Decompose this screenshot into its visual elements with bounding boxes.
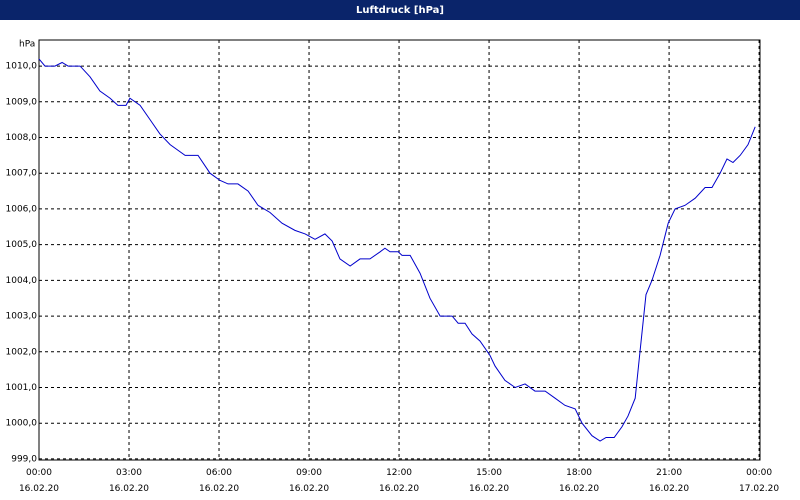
x-tick-label: 12:00 16.02.20 [379, 468, 420, 494]
y-tick-label: 1003,0 [6, 312, 38, 322]
x-tick-label: 21:00 16.02.20 [649, 468, 690, 494]
y-axis-unit: hPa [19, 40, 35, 50]
chart-title: Luftdruck [hPa] [356, 5, 444, 16]
title-bar [0, 0, 800, 20]
y-tick-label: 1006,0 [6, 204, 38, 214]
y-tick-label: 1001,0 [6, 383, 38, 393]
line [38, 58, 756, 442]
x-tick-label: 00:00 17.02.20 [739, 468, 780, 494]
x-tick-label: 00:00 16.02.20 [18, 468, 60, 494]
y-tick-label: 1007,0 [6, 169, 38, 179]
x-tick-label: 15:00 16.02.20 [469, 468, 510, 494]
y-tick-label: 999,0 [11, 454, 37, 464]
x-tick-label: 18:00 16.02.20 [559, 468, 600, 494]
y-tick-label: 1004,0 [6, 276, 38, 286]
y-tick-label: 1002,0 [6, 347, 38, 357]
y-tick-label: 1000,0 [6, 419, 38, 429]
y-tick-label: 1009,0 [6, 97, 38, 107]
x-tick-label: 03:00 16.02.20 [108, 468, 150, 494]
y-tick-label: 1008,0 [6, 133, 38, 143]
y-tick-label: 1010,0 [6, 62, 38, 72]
y-tick-label: 1005,0 [6, 240, 38, 250]
x-tick-label: 09:00 16.02.20 [288, 468, 330, 494]
x-tick-label: 06:00 16.02.20 [198, 468, 240, 494]
